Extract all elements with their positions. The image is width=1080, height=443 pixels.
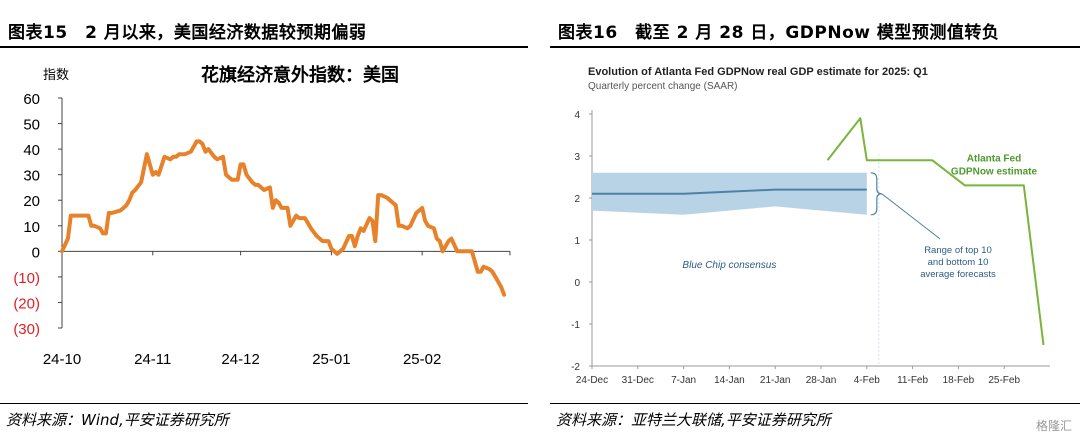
right-chart-svg: Evolution of Atlanta Fed GDPNow real GDP… xyxy=(571,66,1050,386)
right-x-tick-label: 11-Feb xyxy=(897,375,928,386)
right-x-tick-label: 18-Feb xyxy=(943,375,975,386)
right-x-tick-label: 4-Feb xyxy=(854,375,881,386)
right-chart-title: Evolution of Atlanta Fed GDPNow real GDP… xyxy=(588,66,928,78)
right-y-tick-label: 2 xyxy=(574,194,580,205)
right-range-band xyxy=(592,172,867,215)
right-y-tick-label: -2 xyxy=(571,362,580,373)
left-figure-title: 图表15 2 月以来，美国经济数据较预期偏弱 xyxy=(8,23,367,43)
right-x-tick-label: 25-Feb xyxy=(988,375,1020,386)
left-y-axis-label: 指数 xyxy=(43,68,69,83)
right-gdpnow-label-line2: GDPNow estimate xyxy=(951,166,1038,177)
left-x-tick-label: 25-02 xyxy=(403,351,441,368)
left-x-tick-label: 24-12 xyxy=(221,351,259,368)
right-y-tick-label: 3 xyxy=(574,152,580,163)
left-y-tick-label: 60 xyxy=(23,91,40,108)
right-y-tick-label: 1 xyxy=(574,236,580,247)
right-x-tick-label: 14-Jan xyxy=(714,375,745,386)
right-x-tick-label: 31-Dec xyxy=(622,375,654,386)
left-y-tick-label: 0 xyxy=(32,244,40,261)
right-figure-title: 图表16 截至 2 月 28 日，GDPNow 模型预测值转负 xyxy=(558,23,1000,43)
right-range-label-line: average forecasts xyxy=(920,269,996,280)
right-consensus-line xyxy=(592,188,867,195)
left-source-rule xyxy=(0,403,528,404)
right-title-rule xyxy=(550,46,1080,48)
left-y-tick-label: (10) xyxy=(13,270,40,287)
left-chart-title: 花旗经济意外指数：美国 xyxy=(201,64,399,86)
right-y-tick-label: -1 xyxy=(571,320,580,331)
right-gdpnow-label-line1: Atlanta Fed xyxy=(967,153,1021,164)
left-y-tick-label: (20) xyxy=(13,295,40,312)
left-y-tick-label: 10 xyxy=(23,219,40,236)
right-range-label-line: and bottom 10 xyxy=(928,257,989,268)
left-y-tick-label: 50 xyxy=(23,117,40,134)
right-y-tick-label: 4 xyxy=(574,110,580,121)
right-source-rule xyxy=(550,403,1080,404)
left-y-tick-label: 20 xyxy=(23,193,40,210)
left-series-line xyxy=(60,139,507,297)
left-figure-panel: 图表15 2 月以来，美国经济数据较预期偏弱 花旗经济意外指数：美国 指数 60 50… xyxy=(0,0,528,443)
right-y-tick-label: 0 xyxy=(574,278,580,289)
watermark-text: 格隆汇 xyxy=(1035,419,1072,433)
left-title-rule xyxy=(0,46,528,48)
right-consensus-label: Blue Chip consensus xyxy=(682,260,776,271)
right-source-text: 资料来源：亚特兰大联储,平安证券研究所 xyxy=(556,411,831,429)
right-x-tick-label: 24-Dec xyxy=(576,375,608,386)
left-chart-svg: 花旗经济意外指数：美国指数6050403020100(10)(20)(30)24… xyxy=(13,64,511,368)
left-y-tick-label: 40 xyxy=(23,142,40,159)
left-y-tick-label: (30) xyxy=(13,321,40,338)
right-x-tick-label: 28-Jan xyxy=(806,375,837,386)
right-chart-subtitle: Quarterly percent change (SAAR) xyxy=(588,81,738,92)
right-gdpnow-line xyxy=(826,117,1045,346)
right-x-tick-label: 21-Jan xyxy=(760,375,791,386)
left-y-tick-label: 30 xyxy=(23,168,40,185)
right-range-brace xyxy=(870,172,882,216)
left-x-tick-label: 24-11 xyxy=(134,351,171,368)
right-x-tick-label: 7-Jan xyxy=(671,375,696,386)
left-x-tick-label: 24-10 xyxy=(43,351,81,368)
right-figure-panel: 图表16 截至 2 月 28 日，GDPNow 模型预测值转负 Evolutio… xyxy=(550,0,1080,443)
right-range-leader-line xyxy=(881,193,941,240)
right-range-label-line: Range of top 10 xyxy=(924,245,992,256)
left-source-text: 资料来源：Wind,平安证券研究所 xyxy=(6,411,229,429)
left-x-tick-label: 25-01 xyxy=(312,351,350,368)
